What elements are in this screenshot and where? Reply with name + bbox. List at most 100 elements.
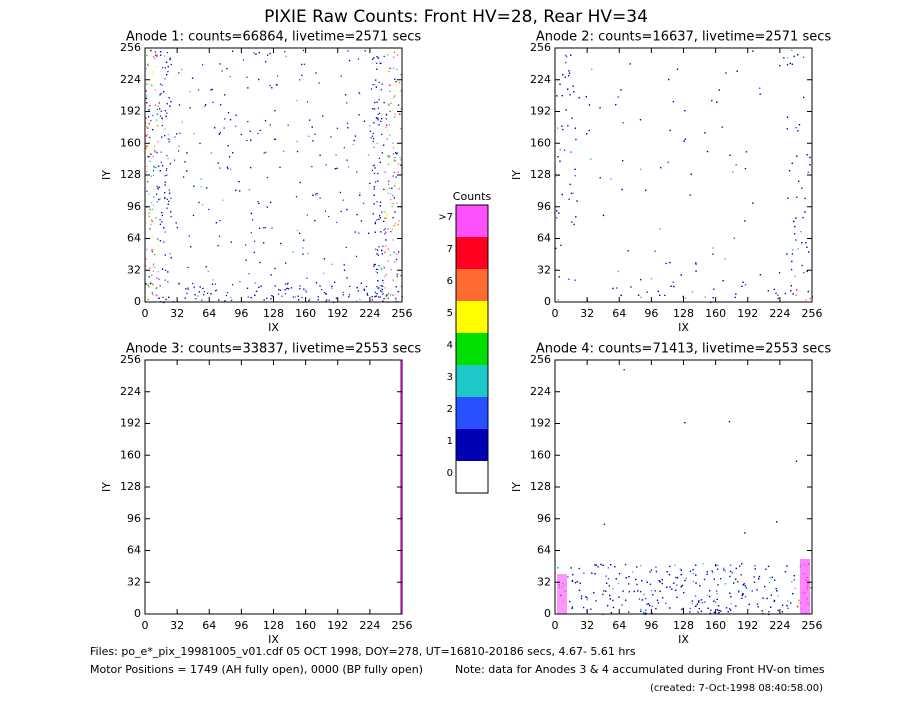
texture-pixel <box>392 294 394 296</box>
texture-pixel <box>148 212 150 214</box>
texture-pixel <box>713 611 715 614</box>
texture-pixel <box>373 83 376 86</box>
texture-pixel <box>777 595 779 597</box>
texture-pixel <box>388 70 390 72</box>
texture-pixel <box>385 114 388 116</box>
texture-pixel <box>590 158 592 160</box>
texture-pixel <box>392 239 394 241</box>
texture-pixel <box>226 166 229 168</box>
texture-pixel <box>308 119 311 121</box>
texture-pixel <box>372 132 374 135</box>
texture-pixel <box>585 95 587 98</box>
texture-pixel <box>376 201 378 203</box>
y-tick-label: 96 <box>127 200 141 213</box>
texture-pixel <box>790 602 792 604</box>
texture-pixel <box>363 288 365 290</box>
texture-pixel <box>146 165 148 167</box>
texture-pixel <box>385 118 387 120</box>
texture-pixel <box>375 86 378 88</box>
texture-pixel <box>675 589 677 591</box>
texture-pixel <box>157 188 159 190</box>
texture-pixel <box>697 611 699 613</box>
x-tick-label: 64 <box>202 619 216 632</box>
texture-pixel <box>556 210 558 212</box>
texture-pixel <box>323 258 326 260</box>
texture-pixel <box>198 291 201 293</box>
texture-pixel <box>210 89 212 91</box>
panel: Anode 2: counts=16637, livetime=2571 sec… <box>510 30 831 335</box>
texture-pixel <box>572 574 574 576</box>
texture-pixel <box>722 280 724 282</box>
texture-pixel <box>369 130 371 132</box>
x-tick-label: 192 <box>327 307 348 320</box>
texture-pixel <box>559 160 561 162</box>
texture-pixel <box>164 181 166 183</box>
texture-pixel <box>286 288 288 290</box>
texture-pixel <box>806 246 808 248</box>
texture-pixel <box>617 96 619 98</box>
colorbar-cell <box>456 269 488 301</box>
texture-pixel <box>157 244 159 247</box>
colorbar-label: 2 <box>447 404 453 415</box>
texture-pixel <box>219 132 221 134</box>
texture-pixel <box>803 96 805 99</box>
texture-pixel <box>150 175 152 177</box>
texture-pixel <box>794 233 796 235</box>
x-tick-label: 224 <box>359 619 380 632</box>
texture-pixel <box>741 563 743 565</box>
texture-pixel <box>800 230 802 233</box>
texture-pixel <box>674 564 676 566</box>
texture-pixel <box>158 102 160 104</box>
texture-pixel <box>730 596 732 598</box>
texture-pixel <box>375 117 378 119</box>
texture-pixel <box>703 578 706 581</box>
texture-pixel <box>395 176 397 178</box>
texture-pixel <box>370 88 373 90</box>
texture-pixel <box>170 216 172 218</box>
texture-pixel <box>725 72 727 74</box>
texture-pixel <box>802 56 805 58</box>
texture-pixel <box>385 245 387 247</box>
texture-pixel <box>218 235 221 237</box>
texture-pixel <box>724 258 726 260</box>
texture-pixel <box>396 202 398 204</box>
texture-pixel <box>670 285 672 287</box>
x-tick-label: 32 <box>580 307 594 320</box>
texture-pixel <box>235 189 237 191</box>
texture-pixel <box>573 91 575 93</box>
texture-pixel <box>787 57 789 59</box>
texture-pixel <box>794 275 796 278</box>
texture-pixel <box>266 176 269 179</box>
texture-pixel <box>163 55 166 57</box>
texture-pixel <box>224 300 226 302</box>
texture-pixel <box>383 55 385 58</box>
texture-pixel <box>151 148 154 150</box>
texture-pixel <box>395 152 397 154</box>
texture-pixel <box>572 192 574 194</box>
texture-pixel <box>273 138 275 140</box>
texture-pixel <box>393 51 396 53</box>
panel: Anode 1: counts=66864, livetime=2571 sec… <box>100 30 421 335</box>
texture-pixel <box>567 125 569 127</box>
texture-pixel <box>210 152 212 154</box>
texture-pixel <box>806 154 808 156</box>
texture-pixel <box>149 105 151 107</box>
texture-pixel <box>381 288 383 290</box>
texture-pixel <box>395 81 397 83</box>
texture-pixel <box>757 606 759 608</box>
texture-pixel <box>160 54 162 56</box>
texture-pixel <box>720 578 722 580</box>
x-tick-label: 128 <box>263 619 284 632</box>
texture-pixel <box>211 283 214 285</box>
texture-pixel <box>270 274 272 276</box>
texture-pixel <box>176 133 178 135</box>
texture-pixel <box>167 66 169 68</box>
texture-pixel <box>384 211 386 213</box>
texture-pixel <box>725 607 728 609</box>
texture-pixel <box>382 285 384 287</box>
texture-pixel <box>569 600 571 603</box>
texture-pixel <box>385 71 387 73</box>
x-tick-label: 32 <box>170 307 184 320</box>
texture-pixel <box>666 586 668 588</box>
texture-pixel <box>787 600 789 602</box>
